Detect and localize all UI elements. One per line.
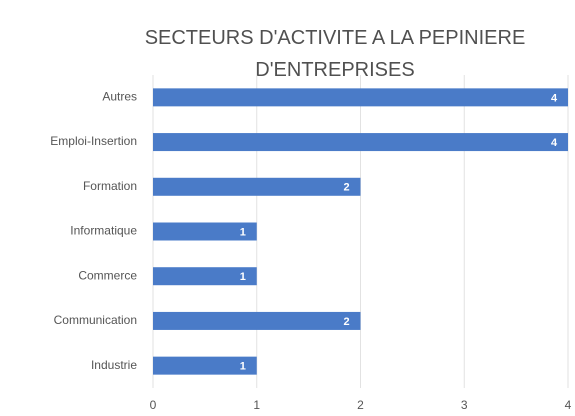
x-tick-label: 1 — [253, 398, 260, 412]
y-tick-label: Emploi-Insertion — [50, 134, 137, 148]
x-tick-label: 3 — [461, 398, 468, 412]
y-tick-label: Autres — [102, 90, 137, 104]
bar — [153, 311, 361, 330]
bar — [153, 222, 257, 241]
y-tick-label: Formation — [83, 179, 137, 193]
y-tick-label: Industrie — [91, 358, 137, 372]
x-tick-label: 2 — [357, 398, 364, 412]
data-label: 1 — [240, 271, 246, 283]
y-tick-label: Communication — [54, 313, 137, 327]
y-tick-label: Commerce — [78, 268, 137, 282]
data-label: 4 — [551, 137, 558, 149]
x-tick-label: 0 — [150, 398, 157, 412]
chart-title: SECTEURS D'ACTIVITE A LA PEPINIERE D'ENT… — [144, 27, 526, 81]
data-label: 4 — [551, 92, 558, 104]
data-label: 1 — [240, 226, 246, 238]
bar — [153, 177, 361, 196]
x-tick-label: 4 — [565, 398, 572, 412]
data-label: 2 — [343, 316, 349, 328]
bar — [153, 88, 568, 107]
bar — [153, 356, 257, 375]
bar — [153, 133, 568, 152]
data-label: 1 — [240, 361, 246, 373]
data-label: 2 — [343, 182, 349, 194]
bar — [153, 267, 257, 286]
y-tick-label: Informatique — [70, 224, 137, 238]
